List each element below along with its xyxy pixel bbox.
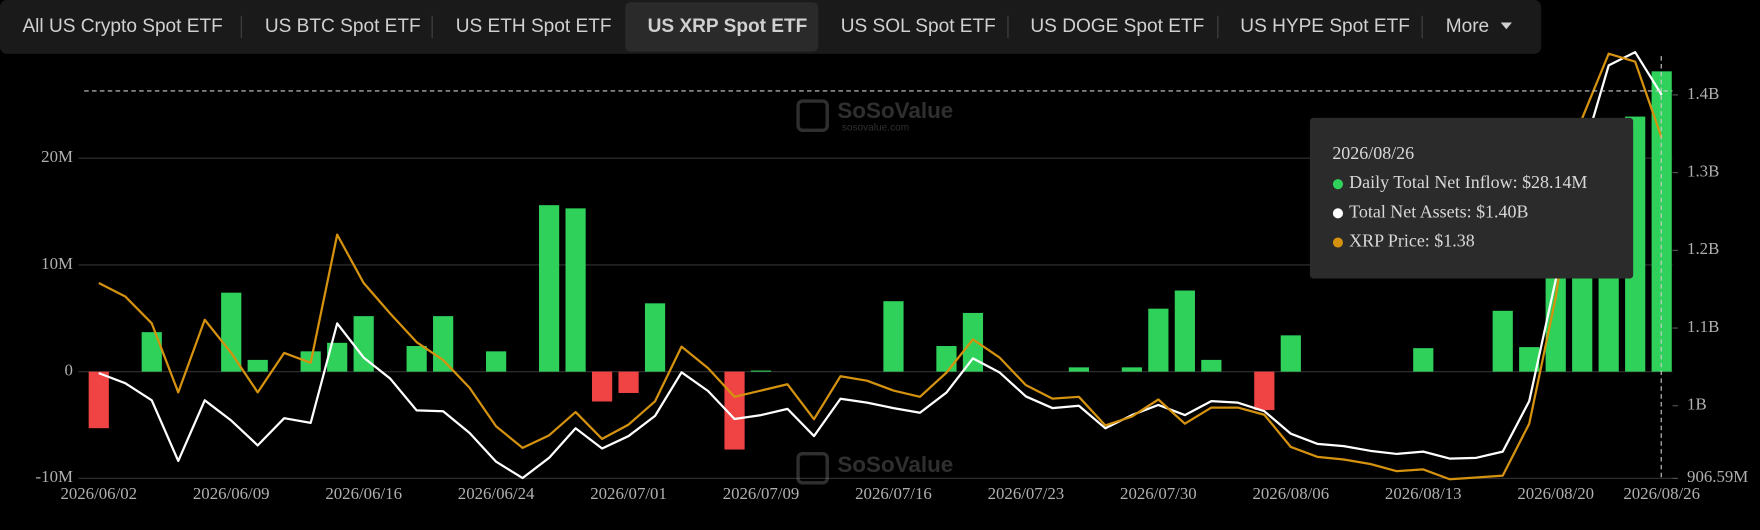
x-tick-label: 2026/06/16 (325, 484, 402, 503)
tooltip-dot (1332, 208, 1344, 219)
tab[interactable]: US DOGE Spot ETF (1030, 16, 1204, 37)
y2-tick-label: 1.3B (1687, 161, 1719, 180)
bar (1174, 290, 1195, 372)
tooltip-item: Daily Total Net Inflow: $28.14M (1349, 172, 1587, 192)
bar (1254, 371, 1275, 411)
dropdown-arrow (1500, 22, 1512, 30)
y2-tick-label: 1.1B (1687, 317, 1719, 336)
x-tick-label: 2026/06/24 (458, 484, 535, 503)
bar (88, 371, 109, 429)
y-tick-label: -10M (36, 467, 73, 486)
x-tick-label: 2026/07/09 (723, 484, 800, 503)
bar (1519, 347, 1540, 372)
tooltip-item: XRP Price: $1.38 (1349, 231, 1475, 251)
x-tick-label: 2026/06/02 (60, 484, 137, 503)
tooltip-date: 2026/08/26 (1332, 143, 1414, 163)
tooltip: 2026/08/26 Daily Total Net Inflow: $28.14… (1309, 117, 1634, 279)
watermark: SoSoValue sosovalue.com SoSoValue (796, 98, 953, 485)
watermark-icon (796, 451, 829, 485)
y-tick-label: 0 (65, 360, 73, 379)
x-tick-label: 2026/07/30 (1120, 484, 1197, 503)
bar (1492, 310, 1513, 372)
bar (1121, 367, 1142, 372)
y2-tick-label: 1.4B (1687, 84, 1719, 103)
x-tick-label: 2026/07/16 (855, 484, 932, 503)
bar (406, 346, 427, 372)
bar (486, 351, 507, 372)
x-tick-label: 2026/07/01 (590, 484, 667, 503)
x-tick-label: 2026/08/13 (1385, 484, 1462, 503)
bar (539, 205, 560, 372)
tooltip-box (1309, 117, 1634, 279)
bar (565, 208, 586, 372)
tab-active-bg (625, 2, 819, 52)
plot (88, 51, 1672, 481)
bar (1280, 335, 1301, 372)
x-tick-label: 2026/06/09 (193, 484, 270, 503)
tab[interactable]: More (1446, 16, 1489, 37)
tab[interactable]: US XRP Spot ETF (648, 16, 808, 37)
bar (936, 346, 957, 372)
watermark-icon (796, 99, 829, 132)
bar (327, 342, 348, 372)
tab[interactable]: US HYPE Spot ETF (1240, 16, 1410, 37)
tooltip-value: : $1.38 (1425, 231, 1475, 251)
y-tick-label: 10M (41, 254, 73, 273)
line (98, 52, 1663, 481)
x-tick-label: 2026/07/23 (988, 484, 1065, 503)
x-tick-label: 2026/08/26 (1623, 484, 1700, 503)
bar (644, 303, 666, 372)
y-tick-label: 20M (41, 147, 73, 166)
y2-tick-label: 1B (1687, 395, 1707, 414)
bar (247, 359, 268, 372)
tooltip-value: : $1.40B (1467, 201, 1529, 221)
line (98, 51, 1663, 480)
x-tick-label: 2026/08/20 (1517, 484, 1594, 503)
tabs: All US Crypto Spot ETF US BTC Spot ETF US … (22, 2, 1512, 52)
bar (141, 332, 162, 372)
bar (1201, 359, 1222, 372)
y2-tick-label: 906.59M (1687, 467, 1748, 486)
bar (1148, 308, 1169, 372)
bar (433, 316, 454, 372)
tab[interactable]: US ETH Spot ETF (456, 16, 612, 37)
tooltip-series-name: Daily Total Net Inflow (1349, 172, 1512, 192)
tab[interactable]: US BTC Spot ETF (265, 16, 421, 37)
tooltip-dot (1332, 179, 1344, 190)
bar (353, 316, 374, 372)
bar (1068, 367, 1089, 372)
bar (618, 371, 639, 393)
watermark-text: SoSoValue (837, 452, 953, 477)
tooltip-value: : $28.14M (1513, 172, 1588, 192)
tab[interactable]: US SOL Spot ETF (841, 16, 996, 37)
tooltip-series-name: XRP Price (1349, 231, 1425, 251)
tooltip-dot (1332, 237, 1344, 248)
tab[interactable]: All US Crypto Spot ETF (22, 16, 222, 37)
y2-tick-label: 1.2B (1687, 239, 1719, 258)
bar (1413, 348, 1434, 372)
watermark-sub: sosovalue.com (842, 123, 909, 134)
tooltip-item: Total Net Assets: $1.40B (1349, 201, 1528, 221)
bar (962, 312, 984, 372)
bar (591, 371, 613, 402)
x-tick-label: 2026/08/06 (1252, 484, 1329, 503)
bar (883, 301, 904, 372)
bar (221, 292, 242, 372)
watermark-text: SoSoValue (837, 98, 953, 123)
tooltip-series-name: Total Net Assets (1349, 201, 1466, 221)
bar (750, 370, 772, 372)
